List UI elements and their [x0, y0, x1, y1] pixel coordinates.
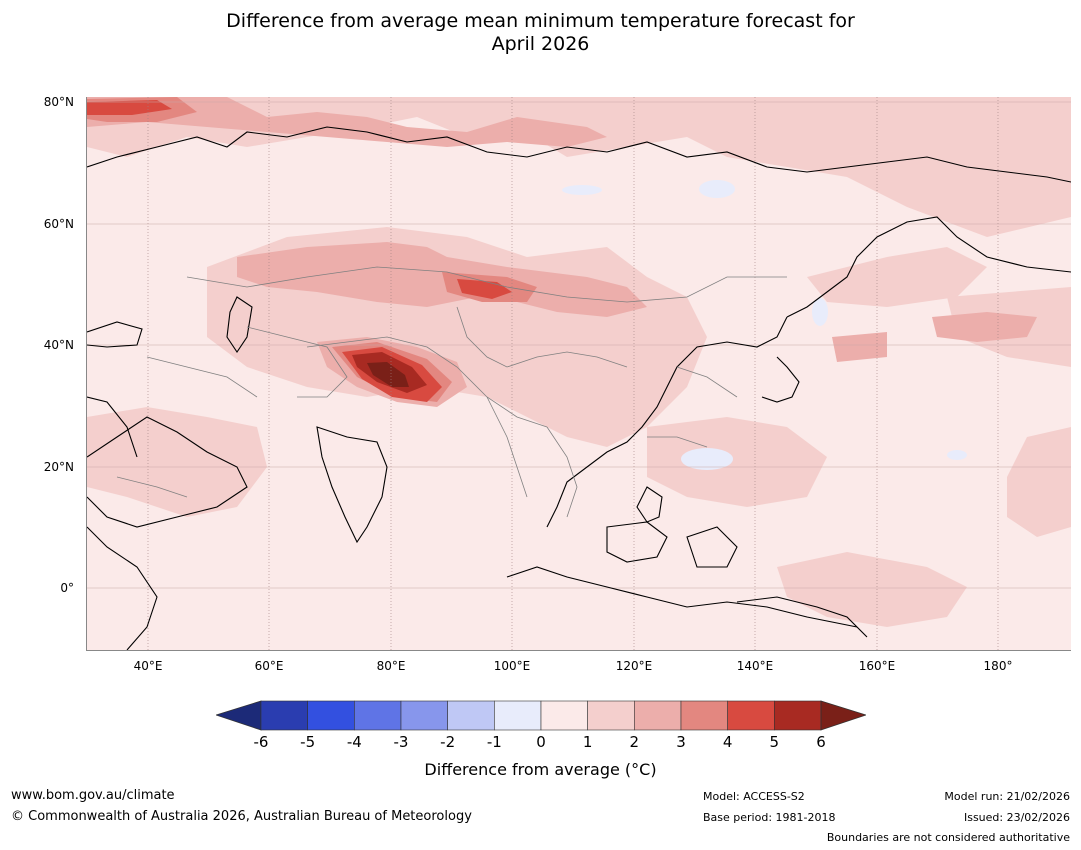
lon-label-140e: 140°E: [736, 659, 774, 673]
colorbar-tick-label: 6: [816, 733, 826, 751]
colorbar-swatch: [727, 700, 775, 731]
colorbar-swatch: [494, 700, 542, 731]
lat-label-equator: 0°: [60, 581, 74, 595]
footer-base-period: Base period: 1981-2018: [703, 811, 836, 824]
colorbar-swatch: [260, 700, 308, 731]
lon-label-100e: 100°E: [493, 659, 531, 673]
lon-label-120e: 120°E: [615, 659, 653, 673]
colorbar-swatch: [400, 700, 448, 731]
colorbar-tick-label: 2: [629, 733, 640, 751]
colorbar-tick-label: 1: [582, 733, 593, 751]
footer-website: www.bom.gov.au/climate: [11, 788, 175, 803]
footer-model-run: Model run: 21/02/2026: [944, 790, 1070, 803]
colorbar-label: Difference from average (°C): [424, 760, 657, 779]
anomaly-cool-patches: [562, 180, 967, 470]
chart-title: Difference from average mean minimum tem…: [0, 10, 1081, 56]
lon-label-180: 180°: [983, 659, 1013, 673]
latitude-gridlines: [87, 101, 1071, 589]
colorbar-swatch: [447, 700, 495, 731]
footer-copyright: © Commonwealth of Australia 2026, Austra…: [11, 809, 472, 824]
footer-model: Model: ACCESS-S2: [703, 790, 805, 803]
colorbar-tick-label: -5: [300, 733, 316, 751]
colorbar-tick-label: -1: [486, 733, 502, 751]
colorbar-swatch: [540, 700, 588, 731]
footer-issued: Issued: 23/02/2026: [963, 811, 1070, 824]
colorbar-swatch: [774, 700, 822, 731]
colorbar-arrow-low: [214, 700, 262, 731]
forecast-map: [86, 97, 1071, 651]
lat-label-80n: 80°N: [43, 95, 74, 109]
lon-label-80e: 80°E: [376, 659, 406, 673]
colorbar-swatch: [307, 700, 355, 731]
country-borders: [116, 266, 787, 518]
colorbar-swatch: [587, 700, 635, 731]
colorbar-tick-label: 3: [676, 733, 686, 751]
colorbar-swatch: [354, 700, 402, 731]
colorbar-tick-label: -4: [346, 733, 362, 751]
title-line-2: April 2026: [491, 33, 590, 55]
colorbar-swatch: [680, 700, 728, 731]
lon-label-40e: 40°E: [133, 659, 163, 673]
lat-label-60n: 60°N: [43, 217, 74, 231]
map-canvas: [87, 97, 1071, 650]
colorbar: [214, 700, 868, 732]
colorbar-tick-label: -2: [440, 733, 456, 751]
lat-label-40n: 40°N: [43, 338, 74, 352]
colorbar-arrow-high: [820, 700, 868, 731]
lat-label-20n: 20°N: [43, 460, 74, 474]
colorbar-tick-label: 4: [722, 733, 733, 751]
colorbar-tick-label: -6: [253, 733, 269, 751]
colorbar-swatch: [634, 700, 682, 731]
title-line-1: Difference from average mean minimum tem…: [226, 10, 855, 32]
longitude-gridlines: [147, 97, 999, 650]
lon-label-60e: 60°E: [254, 659, 284, 673]
colorbar-swatches: [214, 700, 868, 731]
anomaly-5-plus-region: [352, 352, 427, 393]
lon-label-160e: 160°E: [858, 659, 896, 673]
colorbar-tick-label: -3: [393, 733, 409, 751]
footer-disclaimer: Boundaries are not considered authoritat…: [826, 831, 1070, 844]
colorbar-tick-label: 0: [536, 733, 546, 751]
colorbar-tick-label: 5: [769, 733, 780, 751]
